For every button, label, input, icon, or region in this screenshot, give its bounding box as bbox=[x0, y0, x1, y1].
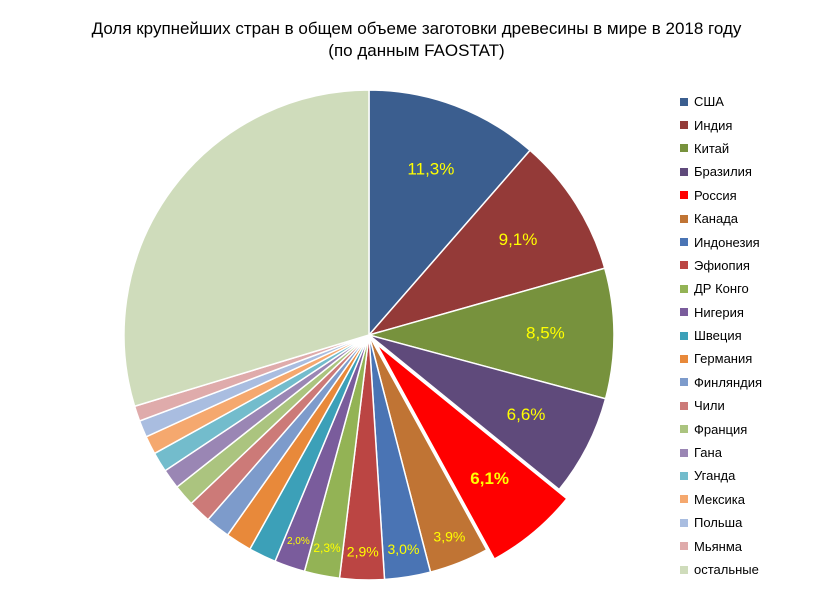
legend-label: Эфиопия bbox=[694, 257, 750, 273]
legend-swatch bbox=[680, 495, 688, 504]
legend-swatch bbox=[680, 471, 688, 480]
legend-swatch bbox=[680, 354, 688, 363]
legend-label: Мьянма bbox=[694, 538, 742, 554]
legend-swatch bbox=[680, 448, 688, 457]
legend-label: Гана bbox=[694, 445, 722, 461]
legend-swatch bbox=[680, 144, 688, 153]
legend-label: ДР Конго bbox=[694, 281, 749, 297]
chart-title: Доля крупнейших стран в общем объеме заг… bbox=[0, 18, 833, 62]
data-label: 2,3% bbox=[313, 541, 341, 555]
legend-item-сша: США bbox=[680, 90, 762, 113]
legend-item-финляндия: Финляндия bbox=[680, 371, 762, 394]
legend-label: Швеция bbox=[694, 328, 742, 344]
legend-swatch bbox=[680, 542, 688, 551]
legend-item-швеция: Швеция bbox=[680, 324, 762, 347]
legend-swatch bbox=[680, 308, 688, 317]
legend-label: Индонезия bbox=[694, 234, 760, 250]
data-label: 6,6% bbox=[507, 405, 546, 424]
legend-item-франция: Франция bbox=[680, 417, 762, 440]
legend-item-эфиопия: Эфиопия bbox=[680, 254, 762, 277]
legend-label: Германия bbox=[694, 351, 753, 367]
data-label: 11,3% bbox=[407, 159, 454, 178]
data-label: 6,1% bbox=[470, 469, 509, 488]
data-label: 2,0% bbox=[287, 536, 310, 547]
legend-swatch bbox=[680, 121, 688, 130]
legend-item-индия: Индия bbox=[680, 113, 762, 136]
legend-swatch bbox=[680, 331, 688, 340]
legend-swatch bbox=[680, 191, 688, 200]
legend-item-бразилия: Бразилия bbox=[680, 160, 762, 183]
legend-swatch bbox=[680, 261, 688, 270]
legend: США Индия Китай Бразилия Россия Канада Индонез… bbox=[680, 90, 762, 581]
legend-item-уганда: Уганда bbox=[680, 464, 762, 487]
data-label: 8,5% bbox=[526, 323, 565, 342]
legend-label: Индия bbox=[694, 117, 733, 133]
legend-item-остальные: остальные bbox=[680, 558, 762, 581]
legend-item-нигерия: Нигерия bbox=[680, 301, 762, 324]
legend-label: Мексика bbox=[694, 491, 746, 507]
legend-swatch bbox=[680, 97, 688, 106]
legend-label: Бразилия bbox=[694, 164, 752, 180]
legend-item-др-конго: ДР Конго bbox=[680, 277, 762, 300]
legend-item-германия: Германия bbox=[680, 347, 762, 370]
legend-swatch bbox=[680, 518, 688, 527]
legend-item-россия: Россия bbox=[680, 184, 762, 207]
chart-title-line: Доля крупнейших стран в общем объеме заг… bbox=[91, 19, 742, 38]
legend-label: Польша bbox=[694, 515, 743, 531]
pie-slice bbox=[368, 89, 532, 338]
legend-label: Канада bbox=[694, 211, 739, 227]
legend-item-индонезия: Индонезия bbox=[680, 230, 762, 253]
legend-label: Финляндия bbox=[694, 374, 763, 390]
legend-swatch bbox=[680, 565, 688, 574]
data-label: 9,1% bbox=[499, 230, 538, 249]
pie-slice bbox=[123, 89, 370, 408]
legend-item-мьянма: Мьянма bbox=[680, 534, 762, 557]
pie-slice bbox=[368, 334, 607, 491]
legend-swatch bbox=[680, 284, 688, 293]
legend-swatch bbox=[680, 378, 688, 387]
legend-label: Уганда bbox=[694, 468, 736, 484]
legend-label: Китай bbox=[694, 140, 730, 156]
chart-subtitle: (по данным FAOSTAT) bbox=[328, 41, 505, 60]
data-label: 2,9% bbox=[347, 544, 379, 560]
pie-slice bbox=[376, 343, 568, 561]
legend-label: Франция bbox=[694, 421, 748, 437]
pie-slice bbox=[366, 267, 615, 400]
data-label: 3,9% bbox=[433, 528, 465, 544]
legend-label: остальные bbox=[694, 562, 759, 577]
legend-swatch bbox=[680, 167, 688, 176]
legend-item-мексика: Мексика bbox=[680, 488, 762, 511]
legend-label: Россия bbox=[694, 187, 737, 203]
pie-slice bbox=[366, 149, 606, 337]
legend-item-гана: Гана bbox=[680, 441, 762, 464]
data-label: 3,0% bbox=[387, 541, 419, 557]
legend-item-польша: Польша bbox=[680, 511, 762, 534]
legend-swatch bbox=[680, 214, 688, 223]
legend-swatch bbox=[680, 425, 688, 434]
legend-label: Чили bbox=[694, 398, 725, 414]
legend-swatch bbox=[680, 238, 688, 247]
legend-label: Нигерия bbox=[694, 304, 744, 320]
legend-item-китай: Китай bbox=[680, 137, 762, 160]
legend-swatch bbox=[680, 401, 688, 410]
legend-item-чили: Чили bbox=[680, 394, 762, 417]
legend-item-канада: Канада bbox=[680, 207, 762, 230]
legend-label: США bbox=[694, 94, 724, 110]
